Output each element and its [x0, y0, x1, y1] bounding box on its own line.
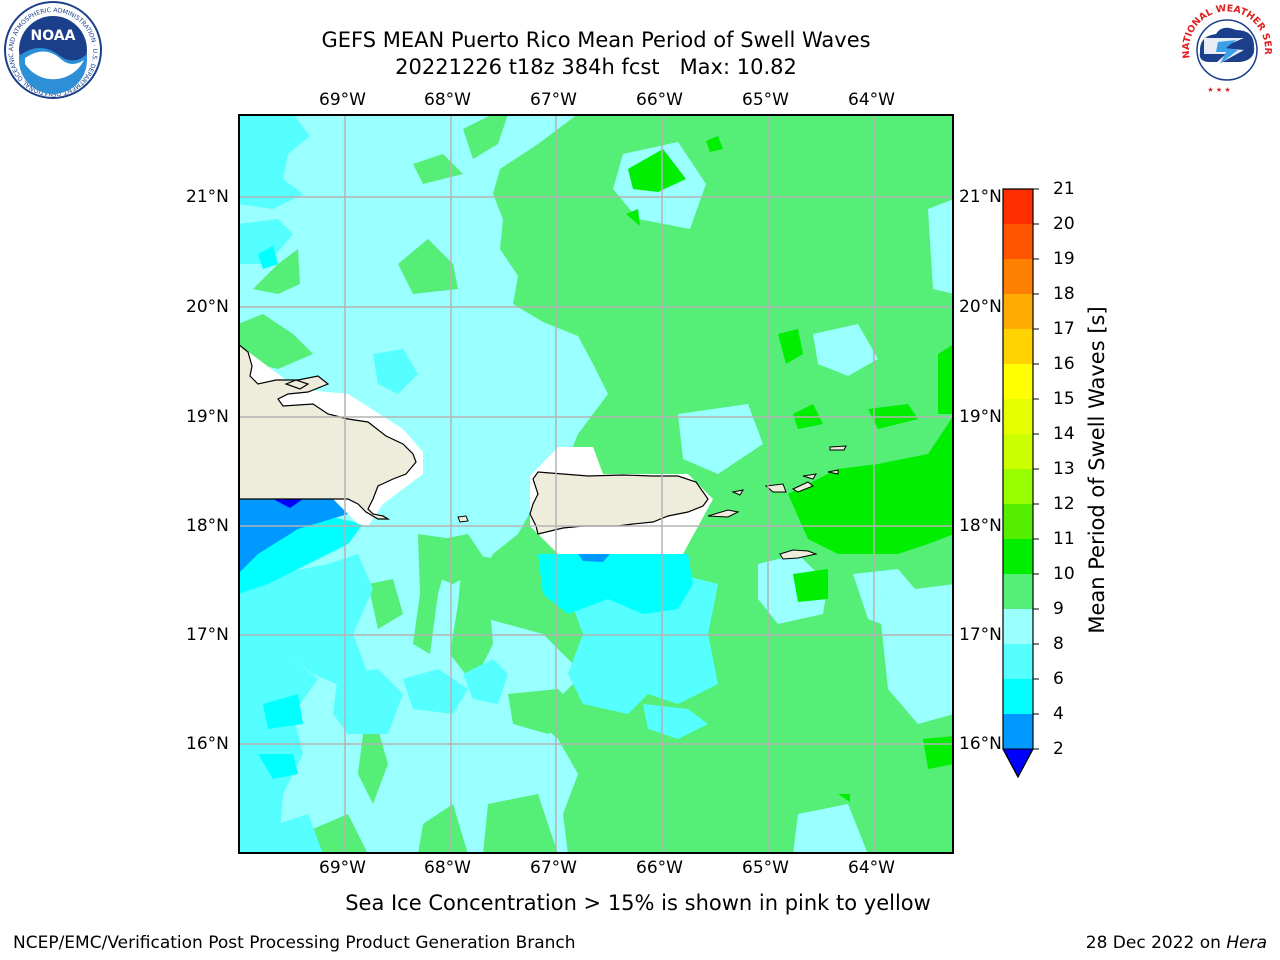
- footer-date-text: 28 Dec 2022 on: [1085, 933, 1227, 953]
- land-puerto-rico: [529, 471, 709, 535]
- map-title-line1: GEFS MEAN Puerto Rico Mean Period of Swe…: [321, 28, 871, 52]
- map-title-line2: 20221226 t18z 384h fcst Max: 10.82: [395, 55, 797, 79]
- lon-label: 69°W: [319, 90, 366, 110]
- colorbar-swatch: [1003, 644, 1033, 679]
- lat-label: 18°N: [186, 516, 229, 536]
- colorbar-swatch: [1003, 609, 1033, 644]
- lon-label: 69°W: [319, 858, 366, 878]
- colorbar-tick-label: 4: [1053, 704, 1064, 724]
- land-mona: [457, 515, 469, 523]
- colorbar-tick-label: 11: [1053, 529, 1075, 549]
- colorbar-swatch: [1003, 329, 1033, 364]
- colorbar-swatch: [1003, 574, 1033, 609]
- colorbar: [1002, 188, 1039, 779]
- colorbar-label: Mean Period of Swell Waves [s]: [1085, 306, 1109, 634]
- lat-label: 20°N: [186, 297, 229, 317]
- lat-label: 16°N: [959, 734, 1002, 754]
- colorbar-extend-arrow: [1002, 748, 1034, 779]
- lon-label: 68°W: [424, 858, 471, 878]
- colorbar-frame: [1002, 188, 1034, 779]
- lat-label: 17°N: [186, 625, 229, 645]
- colorbar-tick-label: 20: [1053, 214, 1075, 234]
- colorbar-swatch: [1003, 539, 1033, 574]
- colorbar-tick-label: 18: [1053, 284, 1075, 304]
- noaa-logo-text: NOAA: [31, 28, 76, 44]
- lon-label: 68°W: [424, 90, 471, 110]
- lon-label: 64°W: [848, 90, 895, 110]
- svg-text:★ ★ ★: ★ ★ ★: [1207, 86, 1230, 94]
- colorbar-swatch: [1003, 469, 1033, 504]
- footer-machine: Hera: [1226, 933, 1267, 953]
- colorbar-swatch: [1003, 189, 1033, 224]
- colorbar-tick-label: 17: [1053, 319, 1075, 339]
- lon-label: 67°W: [530, 90, 577, 110]
- colorbar-swatch: [1003, 224, 1033, 259]
- lon-label: 66°W: [636, 90, 683, 110]
- colorbar-swatch: [1003, 679, 1033, 714]
- lat-label: 19°N: [959, 407, 1002, 427]
- lat-label: 16°N: [186, 734, 229, 754]
- map-frame: [238, 114, 954, 854]
- swell-contour-2-4: [273, 499, 303, 508]
- lon-label: 65°W: [742, 90, 789, 110]
- colorbar-tick-label: 2: [1053, 739, 1064, 759]
- colorbar-swatch: [1003, 259, 1033, 294]
- colorbar-swatch: [1003, 399, 1033, 434]
- lat-label: 21°N: [959, 187, 1002, 207]
- swell-contour-6-8: [538, 554, 693, 614]
- nws-logo: NATIONAL WEATHER SERVICE ★ ★ ★: [1174, 0, 1275, 98]
- land-hispaniola: [238, 343, 417, 520]
- colorbar-tick-label: 16: [1053, 354, 1075, 374]
- lon-label: 64°W: [848, 858, 895, 878]
- colorbar-tick-label: 9: [1053, 599, 1064, 619]
- colorbar-swatch: [1003, 364, 1033, 399]
- lat-label: 19°N: [186, 407, 229, 427]
- colorbar-tick-label: 12: [1053, 494, 1075, 514]
- colorbar-tick-label: 13: [1053, 459, 1075, 479]
- lat-label: 20°N: [959, 297, 1002, 317]
- land-st-croix: [779, 549, 818, 560]
- colorbar-tick-label: 14: [1053, 424, 1075, 444]
- colorbar-swatch: [1003, 504, 1033, 539]
- lon-label: 66°W: [636, 858, 683, 878]
- colorbar-tick-label: 19: [1053, 249, 1075, 269]
- sea-ice-note: Sea Ice Concentration > 15% is shown in …: [345, 891, 931, 915]
- swell-contour-4-6: [238, 499, 348, 574]
- map-plot: [238, 114, 954, 854]
- colorbar-tick-label: 6: [1053, 669, 1064, 689]
- lat-label: 17°N: [959, 625, 1002, 645]
- colorbar-swatch: [1003, 714, 1033, 749]
- footer-date: 28 Dec 2022 on Hera: [1086, 933, 1267, 953]
- colorbar-tick-label: 15: [1053, 389, 1075, 409]
- colorbar-swatch: [1003, 434, 1033, 469]
- colorbar-swatch: [1003, 294, 1033, 329]
- graticule: [238, 114, 954, 854]
- noaa-logo: NATIONAL OCEANIC AND ATMOSPHERIC ADMINIS…: [0, 0, 102, 99]
- swell-contour-8-9: [238, 114, 310, 209]
- lon-label: 67°W: [530, 858, 577, 878]
- colorbar-tick-label: 8: [1053, 634, 1064, 654]
- colorbar-tick-label: 10: [1053, 564, 1075, 584]
- lat-label: 18°N: [959, 516, 1002, 536]
- swell-contour-10-11: [628, 149, 686, 192]
- lon-label: 65°W: [742, 858, 789, 878]
- colorbar-tick-label: 21: [1053, 179, 1075, 199]
- lat-label: 21°N: [186, 187, 229, 207]
- footer-branch: NCEP/EMC/Verification Post Processing Pr…: [13, 933, 576, 953]
